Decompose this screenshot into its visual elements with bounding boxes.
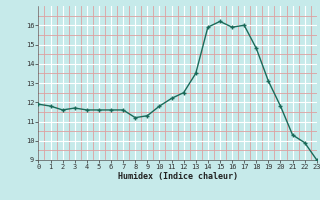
X-axis label: Humidex (Indice chaleur): Humidex (Indice chaleur) [118,172,238,181]
